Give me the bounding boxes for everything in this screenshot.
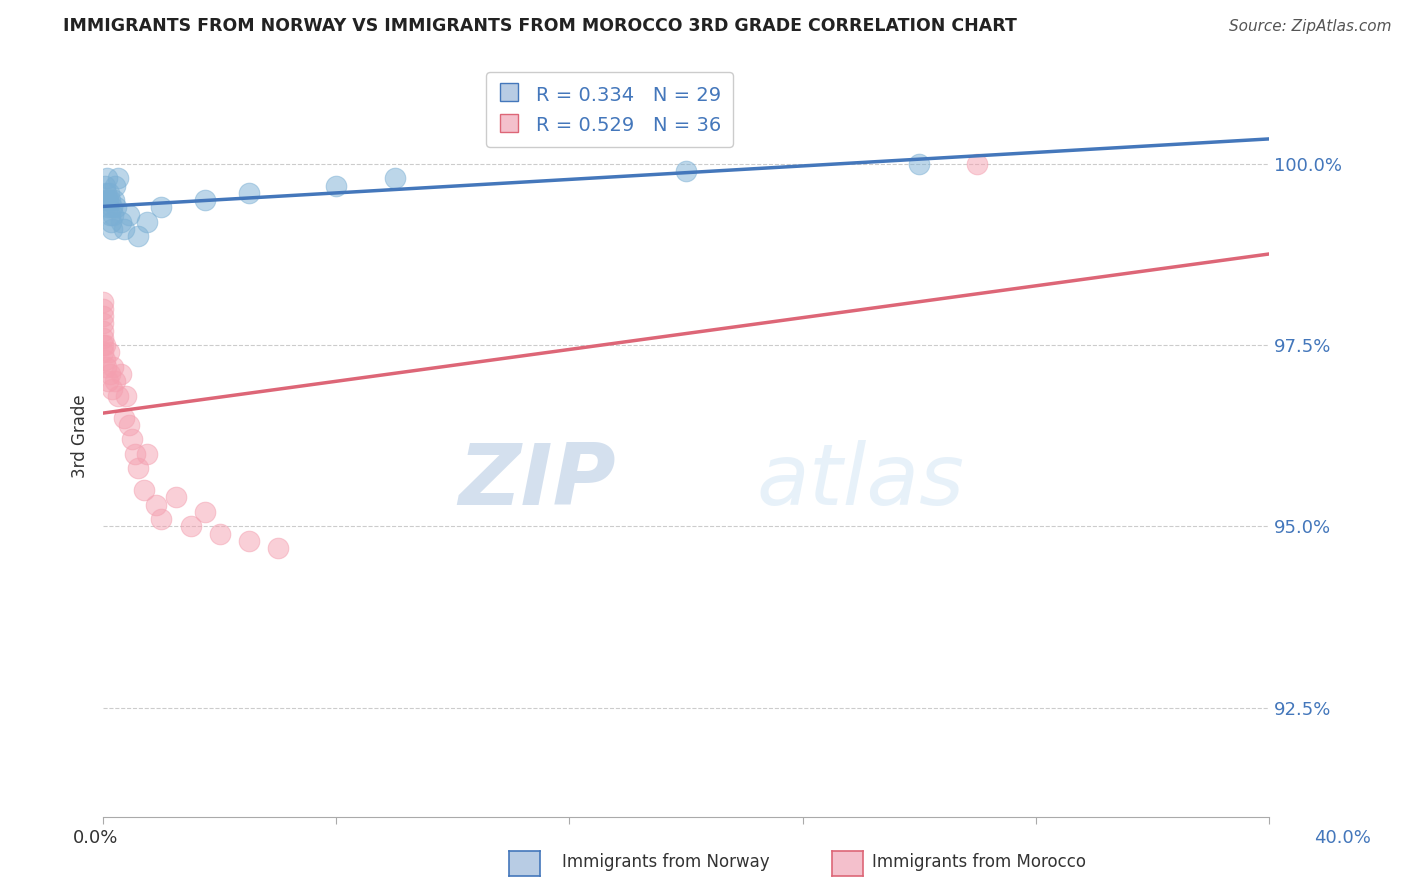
Point: [96, 375, 118, 389]
Point: [145, 498, 167, 512]
Point: [194, 193, 217, 207]
Point: [135, 447, 157, 461]
Point: [103, 193, 125, 207]
Point: [101, 222, 124, 236]
Point: [94, 186, 117, 200]
Point: [384, 171, 406, 186]
Point: [180, 519, 202, 533]
Point: [110, 368, 132, 382]
Point: [121, 433, 143, 447]
Point: [132, 483, 155, 498]
Point: [98, 208, 121, 222]
Point: [118, 208, 141, 222]
Point: [91, 309, 114, 323]
Point: [105, 201, 128, 215]
Point: [908, 157, 931, 171]
Point: [238, 533, 260, 548]
Point: [91, 301, 114, 316]
Point: [91, 294, 114, 309]
Point: [101, 382, 124, 396]
Point: [150, 201, 173, 215]
Point: [103, 208, 125, 222]
Point: [94, 178, 117, 193]
Point: [675, 164, 697, 178]
Point: [966, 157, 988, 171]
Point: [94, 359, 117, 374]
Point: [208, 526, 231, 541]
Point: [100, 215, 122, 229]
Text: Immigrants from Morocco: Immigrants from Morocco: [872, 853, 1085, 871]
Point: [165, 491, 187, 505]
Y-axis label: 3rd Grade: 3rd Grade: [72, 394, 89, 477]
Point: [94, 352, 117, 367]
Point: [267, 541, 290, 556]
Point: [104, 178, 127, 193]
Point: [97, 201, 120, 215]
Point: [97, 345, 120, 359]
Point: [91, 331, 114, 345]
Point: [100, 193, 122, 207]
Text: atlas: atlas: [756, 440, 965, 523]
Point: [238, 186, 260, 200]
Point: [103, 359, 125, 374]
Point: [91, 345, 114, 359]
Point: [93, 193, 115, 207]
Text: Source: ZipAtlas.com: Source: ZipAtlas.com: [1229, 20, 1392, 34]
Point: [104, 375, 127, 389]
Point: [127, 461, 149, 475]
Point: [124, 447, 146, 461]
Point: [101, 201, 124, 215]
Point: [112, 222, 135, 236]
Point: [325, 178, 347, 193]
Point: [107, 389, 129, 403]
Legend: R = 0.334   N = 29, R = 0.529   N = 36: R = 0.334 N = 29, R = 0.529 N = 36: [486, 72, 734, 146]
Point: [91, 317, 114, 331]
Point: [97, 186, 120, 200]
Point: [112, 410, 135, 425]
Point: [91, 324, 114, 338]
Point: [96, 171, 118, 186]
Text: IMMIGRANTS FROM NORWAY VS IMMIGRANTS FROM MOROCCO 3RD GRADE CORRELATION CHART: IMMIGRANTS FROM NORWAY VS IMMIGRANTS FRO…: [63, 17, 1017, 35]
Point: [96, 193, 118, 207]
Text: 40.0%: 40.0%: [1315, 829, 1371, 847]
Point: [107, 171, 129, 186]
Point: [100, 368, 122, 382]
Point: [194, 505, 217, 519]
Text: 0.0%: 0.0%: [73, 829, 118, 847]
Point: [127, 229, 149, 244]
Point: [115, 389, 138, 403]
Point: [93, 338, 115, 352]
Point: [118, 417, 141, 432]
Point: [150, 512, 173, 526]
Point: [135, 215, 157, 229]
Text: ZIP: ZIP: [458, 440, 616, 523]
Text: Immigrants from Norway: Immigrants from Norway: [562, 853, 770, 871]
Point: [110, 215, 132, 229]
Point: [91, 338, 114, 352]
